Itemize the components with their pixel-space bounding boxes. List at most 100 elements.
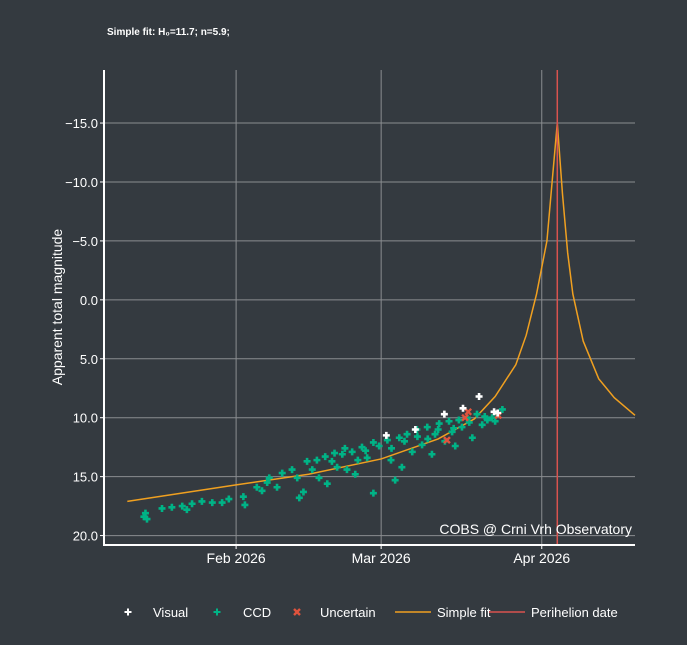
plus-marker-shape [338,450,346,458]
ccd-point [299,488,307,496]
ccd-point [303,457,311,465]
plus-marker-shape [382,431,390,439]
visual-point [494,409,502,417]
ccd-point [265,474,273,482]
plus-marker-shape [450,424,458,432]
legend-label: CCD [243,605,271,620]
grid [104,70,635,545]
legend-label: Uncertain [320,605,376,620]
plus-marker-shape [213,608,221,616]
ccd-point [455,416,463,424]
ccd-point [395,434,403,442]
plus-marker-shape [428,450,436,458]
plus-marker-shape [398,463,406,471]
legend-item-simple-fit: Simple fit [395,605,491,620]
plus-marker-shape [473,410,481,418]
ccd-point [481,413,489,421]
y-tick-label: 15.0 [73,470,98,485]
plus-marker-shape [491,417,499,425]
plus-marker-shape [375,442,383,450]
plus-marker-shape [431,430,439,438]
x-marker-shape [443,436,451,444]
plus-marker-shape [424,435,432,443]
plus-marker-shape [387,456,395,464]
ccd-point [333,463,341,471]
ccd-point [351,470,359,478]
x-marker-shape [461,413,469,422]
plus-marker-shape [408,448,416,456]
visual-point [459,404,467,412]
uncertain-point [464,407,473,416]
plus-marker-shape [435,420,443,428]
plus-marker-shape [178,502,186,510]
plus-marker-shape [303,457,311,465]
plus-marker-shape [395,434,403,442]
ccd-point [435,420,443,428]
ccd-point [253,483,261,491]
plus-marker-shape [124,608,132,616]
plus-marker-shape [459,404,467,412]
ccd-point [331,449,339,457]
plus-marker-shape [465,418,473,426]
plus-marker-shape [498,405,506,413]
plus-marker-shape [440,410,448,418]
ccd-point [313,456,321,464]
ccd-point [141,509,149,517]
plus-marker-shape [458,423,466,431]
ccd-point [288,466,296,474]
plus-marker-shape [362,447,370,455]
ccd-point [239,493,247,501]
plus-marker-shape [168,503,176,511]
ccd-point [362,447,370,455]
plus-marker-shape [411,425,419,433]
plus-marker-shape [455,416,463,424]
plus-marker-shape [218,499,226,507]
plus-marker-shape [333,463,341,471]
plus-marker-shape [299,488,307,496]
ccd-point [358,443,366,451]
ccd-point [478,421,486,429]
plus-marker-shape [143,515,151,523]
legend-item-perihelion-date: Perihelion date [489,605,618,620]
x-marker-shape [293,608,301,616]
ccd-point [413,433,421,441]
plus-marker-shape [241,501,249,509]
ccd-point [498,405,506,413]
y-tick-label: −5.0 [72,234,98,249]
plus-marker-shape [331,449,339,457]
legend-marker-icon [124,608,132,616]
plus-marker-shape [413,433,421,441]
plus-marker-shape [363,454,371,462]
ccd-point [458,423,466,431]
y-tick-label: 20.0 [73,529,98,544]
plus-marker-shape [295,494,303,502]
x-tick-label: Feb 2026 [207,550,266,566]
plus-marker-shape [225,495,233,503]
ccd-point [188,500,196,508]
ccd-point [388,444,396,452]
ccd-point [323,480,331,488]
legend-label: Simple fit [437,605,491,620]
ccd-point [308,466,316,474]
annotation-source: COBS @ Crni Vrh Observatory [439,521,632,537]
ccd-point [369,489,377,497]
chart-title: Simple fit: H₀=11.7; n=5.9; [107,27,230,38]
plus-marker-shape [481,413,489,421]
ccd-point [451,442,459,450]
ccd-point [328,457,336,465]
plus-marker-shape [253,483,261,491]
plus-marker-shape [369,438,377,446]
legend-marker-icon [293,608,301,616]
plus-marker-shape [188,500,196,508]
plus-marker-shape [288,466,296,474]
ccd-point [387,456,395,464]
ccd-point [343,466,351,474]
ccd-point [263,479,271,487]
ccd-point [241,501,249,509]
plus-marker-shape [468,434,476,442]
legend-marker-icon [213,608,221,616]
ccd-point [225,495,233,503]
ccd-point [369,438,377,446]
y-tick-label: −15.0 [65,116,98,131]
